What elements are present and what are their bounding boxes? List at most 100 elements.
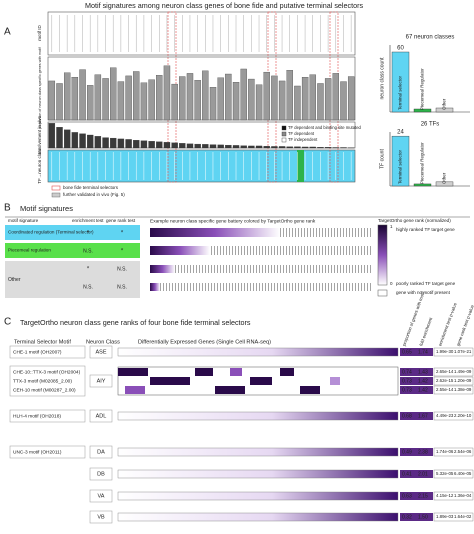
bar xyxy=(309,146,316,149)
legend-label: TF dependent and binding site mutated xyxy=(288,125,362,130)
bar xyxy=(391,135,410,187)
gene-rank-bar xyxy=(117,447,399,457)
bar xyxy=(133,71,140,121)
stat-cell xyxy=(400,386,433,394)
motif-label: CHE-10::TTX-3 motif (OH2004) xyxy=(13,369,81,375)
gene-rank-bar xyxy=(117,411,399,421)
cell: N.S. xyxy=(117,266,127,272)
neuron-label: DB xyxy=(97,471,105,477)
bar xyxy=(271,146,278,149)
cell: * xyxy=(121,249,124,255)
stat-value: 1.07e-21 xyxy=(454,349,472,354)
tf-class-band xyxy=(47,149,356,183)
colorbar xyxy=(377,224,388,286)
bar xyxy=(217,77,224,121)
legend-swatch xyxy=(281,125,287,131)
bar xyxy=(117,81,125,121)
motif-label: CEH-10 motif (M00287_2.00) xyxy=(13,387,76,393)
cell: N.S. xyxy=(83,248,93,254)
bar xyxy=(209,144,217,149)
bar xyxy=(332,73,339,121)
column-header: TargetOrtho gene rank (normalized) xyxy=(378,218,451,223)
row-label: TF→neuron class xyxy=(37,147,42,183)
bar xyxy=(186,143,194,149)
bar xyxy=(71,77,79,121)
bar-label: Piecemeal Regulator xyxy=(420,142,425,184)
stat-value: 1.49e-09 xyxy=(454,369,472,374)
stat-header: fold enrichment xyxy=(418,316,433,347)
stat-cell xyxy=(433,347,474,357)
bar xyxy=(413,108,432,113)
footnote: further validated in vivo (Fig. 5) xyxy=(63,192,125,197)
bar xyxy=(163,142,171,149)
cell: N.S. xyxy=(117,284,127,290)
bar xyxy=(225,144,232,149)
bar xyxy=(110,137,117,149)
bar xyxy=(317,147,324,149)
row-label: Piecemeal regulation xyxy=(8,248,51,253)
stat-value: 1.89e-03 xyxy=(436,514,454,519)
stat-cell xyxy=(433,447,474,457)
bar xyxy=(163,65,171,121)
bar xyxy=(255,84,263,121)
bar xyxy=(263,71,270,121)
battery-ranked xyxy=(150,265,175,273)
bar xyxy=(125,75,132,121)
stat-value: 0.73 xyxy=(402,378,412,384)
stat-value: 1.42 xyxy=(418,387,428,393)
neuron-label: AIY xyxy=(97,378,106,384)
motif-box xyxy=(9,409,86,423)
stat-value: 1.20e-09 xyxy=(454,378,472,383)
stat-value: 0.74 xyxy=(402,369,412,375)
stat-value: 4.15e-12 xyxy=(436,493,454,498)
column-header: Example neuron class specific gene batte… xyxy=(150,218,316,224)
bar xyxy=(255,145,263,149)
stat-value: 1.74 xyxy=(418,349,428,355)
bar xyxy=(271,75,278,121)
cell: N.S. xyxy=(83,284,93,290)
stat-cell xyxy=(400,448,433,456)
bar xyxy=(435,107,454,113)
aiy-heatmap-cells xyxy=(118,368,340,394)
bar xyxy=(413,183,432,187)
battery-ranked xyxy=(150,246,210,255)
stat-header: gene rank test p-value xyxy=(455,304,474,347)
value-label: 24 xyxy=(397,130,404,136)
stat-cell xyxy=(400,368,433,376)
stat-cell xyxy=(400,492,433,500)
stat-cell xyxy=(400,513,433,521)
panel-title: TargetOrtho neuron class gene ranks of f… xyxy=(20,318,251,327)
bar xyxy=(94,136,102,149)
bar xyxy=(87,134,94,149)
bar xyxy=(294,85,301,121)
footnote-swatch xyxy=(51,185,61,191)
neuron-box xyxy=(89,467,113,481)
neuron-label: ASE xyxy=(95,349,106,355)
row-label: motif ID xyxy=(37,25,42,41)
bar xyxy=(225,73,232,121)
bar xyxy=(148,141,155,149)
axis-label: neuron class count xyxy=(379,57,385,100)
stat-value: 5.32e-05 xyxy=(436,471,454,476)
bar xyxy=(148,79,155,121)
cell: * xyxy=(121,231,124,237)
chart-title: 67 neuron classes xyxy=(406,35,455,41)
neuron-label: DA xyxy=(97,449,105,455)
bar xyxy=(301,77,309,121)
stat-cell xyxy=(400,412,433,420)
colorbar-tick: 0 xyxy=(390,281,393,286)
stat-value: 1.74e-06 xyxy=(436,449,454,454)
stat-cell xyxy=(433,385,474,395)
bar xyxy=(309,74,316,121)
bar xyxy=(202,144,209,149)
motif-label: HLH-4 motif (OH2018) xyxy=(13,413,61,419)
stat-value: 2.55e-14 xyxy=(436,387,454,392)
battery-nomotif xyxy=(210,246,372,255)
stat-value: 1.42 xyxy=(418,378,428,384)
row-label: Other xyxy=(8,277,21,283)
bar xyxy=(48,80,56,121)
neuron-label: ADL xyxy=(96,413,107,419)
colorbar-label: highly ranked TF target gene xyxy=(396,227,455,232)
battery-nomotif xyxy=(160,283,372,291)
